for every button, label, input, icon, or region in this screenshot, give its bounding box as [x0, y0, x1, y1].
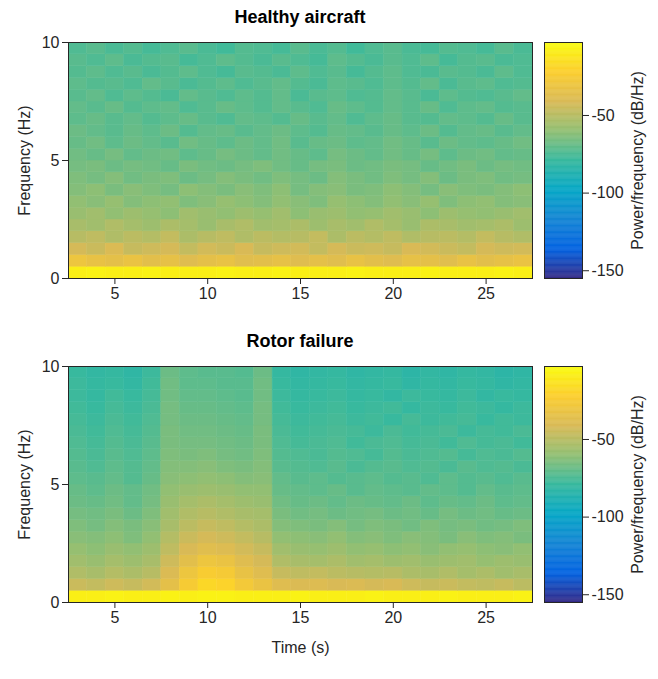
html-text:Rotor failure: Rotor failure	[246, 331, 354, 351]
svg-text:25: 25	[477, 285, 495, 302]
svg-text:10: 10	[42, 358, 60, 375]
svg-text:5: 5	[110, 285, 119, 302]
svg-text:0: 0	[51, 594, 60, 611]
svg-text:0: 0	[51, 270, 60, 287]
svg-text:10: 10	[199, 285, 217, 302]
svg-text:Frequency (Hz): Frequency (Hz)	[16, 429, 33, 539]
svg-text:-100: -100	[592, 184, 624, 201]
svg-text:Power/frequency (dB/Hz): Power/frequency (dB/Hz)	[629, 395, 646, 574]
svg-text:20: 20	[384, 609, 402, 626]
svg-text:Time (s): Time (s)	[271, 639, 329, 656]
svg-text:-150: -150	[592, 262, 624, 279]
svg-text:-100: -100	[592, 508, 624, 525]
svg-text:5: 5	[51, 152, 60, 169]
html-text:Healthy aircraft: Healthy aircraft	[234, 7, 366, 27]
svg-text:10: 10	[199, 609, 217, 626]
svg-text:-50: -50	[592, 431, 615, 448]
svg-text:20: 20	[384, 285, 402, 302]
svg-text:5: 5	[51, 476, 60, 493]
svg-text:25: 25	[477, 609, 495, 626]
svg-text:5: 5	[110, 609, 119, 626]
svg-text:10: 10	[42, 34, 60, 51]
svg-text:Frequency (Hz): Frequency (Hz)	[16, 105, 33, 215]
svg-text:Power/frequency (dB/Hz): Power/frequency (dB/Hz)	[629, 71, 646, 250]
svg-text:-50: -50	[592, 107, 615, 124]
svg-text:15: 15	[292, 609, 310, 626]
svg-text:15: 15	[292, 285, 310, 302]
svg-text:-150: -150	[592, 586, 624, 603]
